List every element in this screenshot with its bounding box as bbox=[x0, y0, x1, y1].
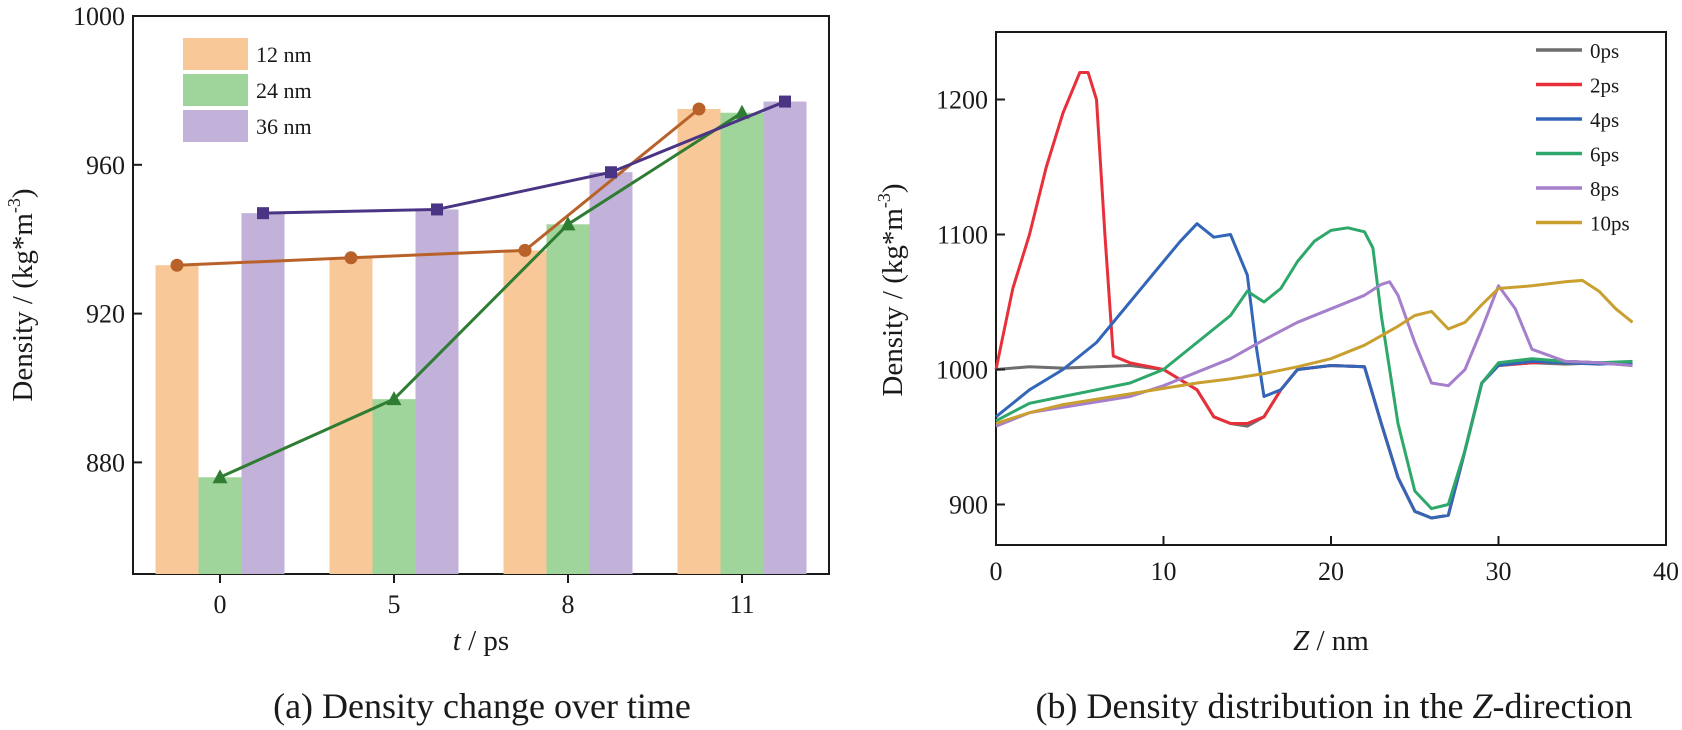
legend-label-4ps: 4ps bbox=[1590, 108, 1619, 132]
y-tick-label-b: 1200 bbox=[936, 86, 988, 115]
x-tick-label-b: 40 bbox=[1653, 557, 1679, 586]
series-line-8ps bbox=[995, 280, 1633, 428]
marker-36-nm-5 bbox=[431, 203, 443, 216]
legend-label-12-nm: 12 nm bbox=[256, 42, 312, 67]
trend-line-24-nm bbox=[219, 111, 743, 479]
x-tick-label-a: 11 bbox=[729, 590, 754, 619]
y-tick-label-a: 880 bbox=[86, 448, 125, 477]
legend-swatch-12-nm bbox=[183, 38, 248, 70]
y-tick-label-b: 1100 bbox=[937, 221, 988, 250]
x-tick-label-a: 8 bbox=[562, 590, 575, 619]
panel-b-density-distribution: 900 1000 1100 1200 0 10 20 30 40 0ps 2ps 4ps 6ps 8ps… bbox=[874, 31, 1679, 726]
bar-24-nm-5 bbox=[372, 399, 416, 574]
marker-36-nm-0 bbox=[257, 207, 269, 220]
legend-label-8ps: 8ps bbox=[1590, 177, 1619, 201]
bar-group-a bbox=[155, 101, 807, 575]
legend-label-10ps: 10ps bbox=[1590, 212, 1630, 236]
y-axis-label-b: Density / (kg*m-3) bbox=[874, 183, 909, 396]
legend-swatch-24-nm bbox=[183, 74, 248, 106]
x-tick-label-b: 10 bbox=[1151, 557, 1177, 586]
legend-label-36-nm: 36 nm bbox=[256, 114, 312, 139]
x-tick-label-a: 0 bbox=[214, 590, 227, 619]
legend-b: 0ps 2ps 4ps 6ps 8ps 10ps bbox=[1536, 39, 1630, 236]
bar-36-nm-11 bbox=[763, 101, 807, 574]
marker-24-nm-5 bbox=[386, 391, 402, 406]
legend-label-24-nm: 24 nm bbox=[256, 78, 312, 103]
panel-a-density-over-time: 880 920 960 1000 0 5 8 11 12 nm 24 nm 36 nm t / p… bbox=[4, 2, 830, 726]
axes-a: 880 920 960 1000 0 5 8 11 bbox=[73, 2, 755, 619]
bar-24-nm-8 bbox=[546, 224, 590, 574]
trend-line-36-nm bbox=[262, 100, 786, 215]
bar-12-nm-5 bbox=[329, 257, 373, 574]
y-tick-label-b: 900 bbox=[949, 491, 988, 520]
marker-24-nm-0 bbox=[212, 469, 228, 484]
bar-24-nm-11 bbox=[720, 112, 764, 574]
bar-12-nm-11 bbox=[677, 109, 721, 574]
marker-24-nm-8 bbox=[560, 216, 576, 231]
legend-label-2ps: 2ps bbox=[1590, 74, 1619, 98]
marker-36-nm-11 bbox=[779, 95, 791, 108]
x-axis-label-a: t / ps bbox=[453, 625, 509, 657]
series-line-10ps bbox=[995, 278, 1634, 425]
x-tick-label-a: 5 bbox=[388, 590, 401, 619]
x-axis-label-b: Z / nm bbox=[1293, 625, 1369, 657]
caption-b: (b) Density distribution in the Z-direct… bbox=[1036, 686, 1633, 726]
plot-frame-a bbox=[132, 15, 830, 575]
x-tick-label-b: 20 bbox=[1318, 557, 1344, 586]
trend-lines-a bbox=[170, 95, 791, 484]
y-tick-label-a: 960 bbox=[86, 151, 125, 180]
x-tick-label-b: 0 bbox=[990, 557, 1003, 586]
series-line-0ps bbox=[995, 361, 1633, 520]
legend-swatch-36-nm bbox=[183, 110, 248, 142]
bar-12-nm-8 bbox=[503, 250, 547, 575]
bar-36-nm-5 bbox=[415, 209, 459, 574]
series-line-4ps bbox=[995, 222, 1633, 520]
legend-label-0ps: 0ps bbox=[1590, 39, 1619, 63]
series-line-2ps bbox=[994, 71, 1633, 520]
y-tick-label-a: 1000 bbox=[73, 2, 125, 31]
axes-b: 900 1000 1100 1200 0 10 20 30 40 bbox=[936, 86, 1679, 587]
legend-a: 12 nm 24 nm 36 nm bbox=[183, 38, 312, 142]
marker-36-nm-8 bbox=[605, 166, 617, 179]
caption-a: (a) Density change over time bbox=[273, 686, 691, 726]
y-tick-label-a: 920 bbox=[86, 300, 125, 329]
bar-24-nm-0 bbox=[198, 477, 242, 574]
marker-12-nm-5 bbox=[344, 251, 358, 265]
bar-36-nm-0 bbox=[241, 213, 285, 574]
marker-12-nm-0 bbox=[170, 258, 184, 272]
y-tick-label-b: 1000 bbox=[936, 356, 988, 385]
y-axis-label-a: Density / (kg*m-3) bbox=[4, 188, 39, 401]
x-tick-label-b: 30 bbox=[1486, 557, 1512, 586]
bar-36-nm-8 bbox=[589, 172, 633, 575]
marker-12-nm-8 bbox=[518, 243, 532, 257]
marker-12-nm-11 bbox=[692, 102, 706, 116]
legend-label-6ps: 6ps bbox=[1590, 143, 1619, 167]
series-lines-b bbox=[994, 71, 1634, 520]
series-line-6ps bbox=[995, 226, 1633, 511]
marker-24-nm-11 bbox=[734, 104, 750, 119]
bar-12-nm-0 bbox=[155, 265, 199, 574]
trend-line-12-nm bbox=[176, 107, 700, 267]
